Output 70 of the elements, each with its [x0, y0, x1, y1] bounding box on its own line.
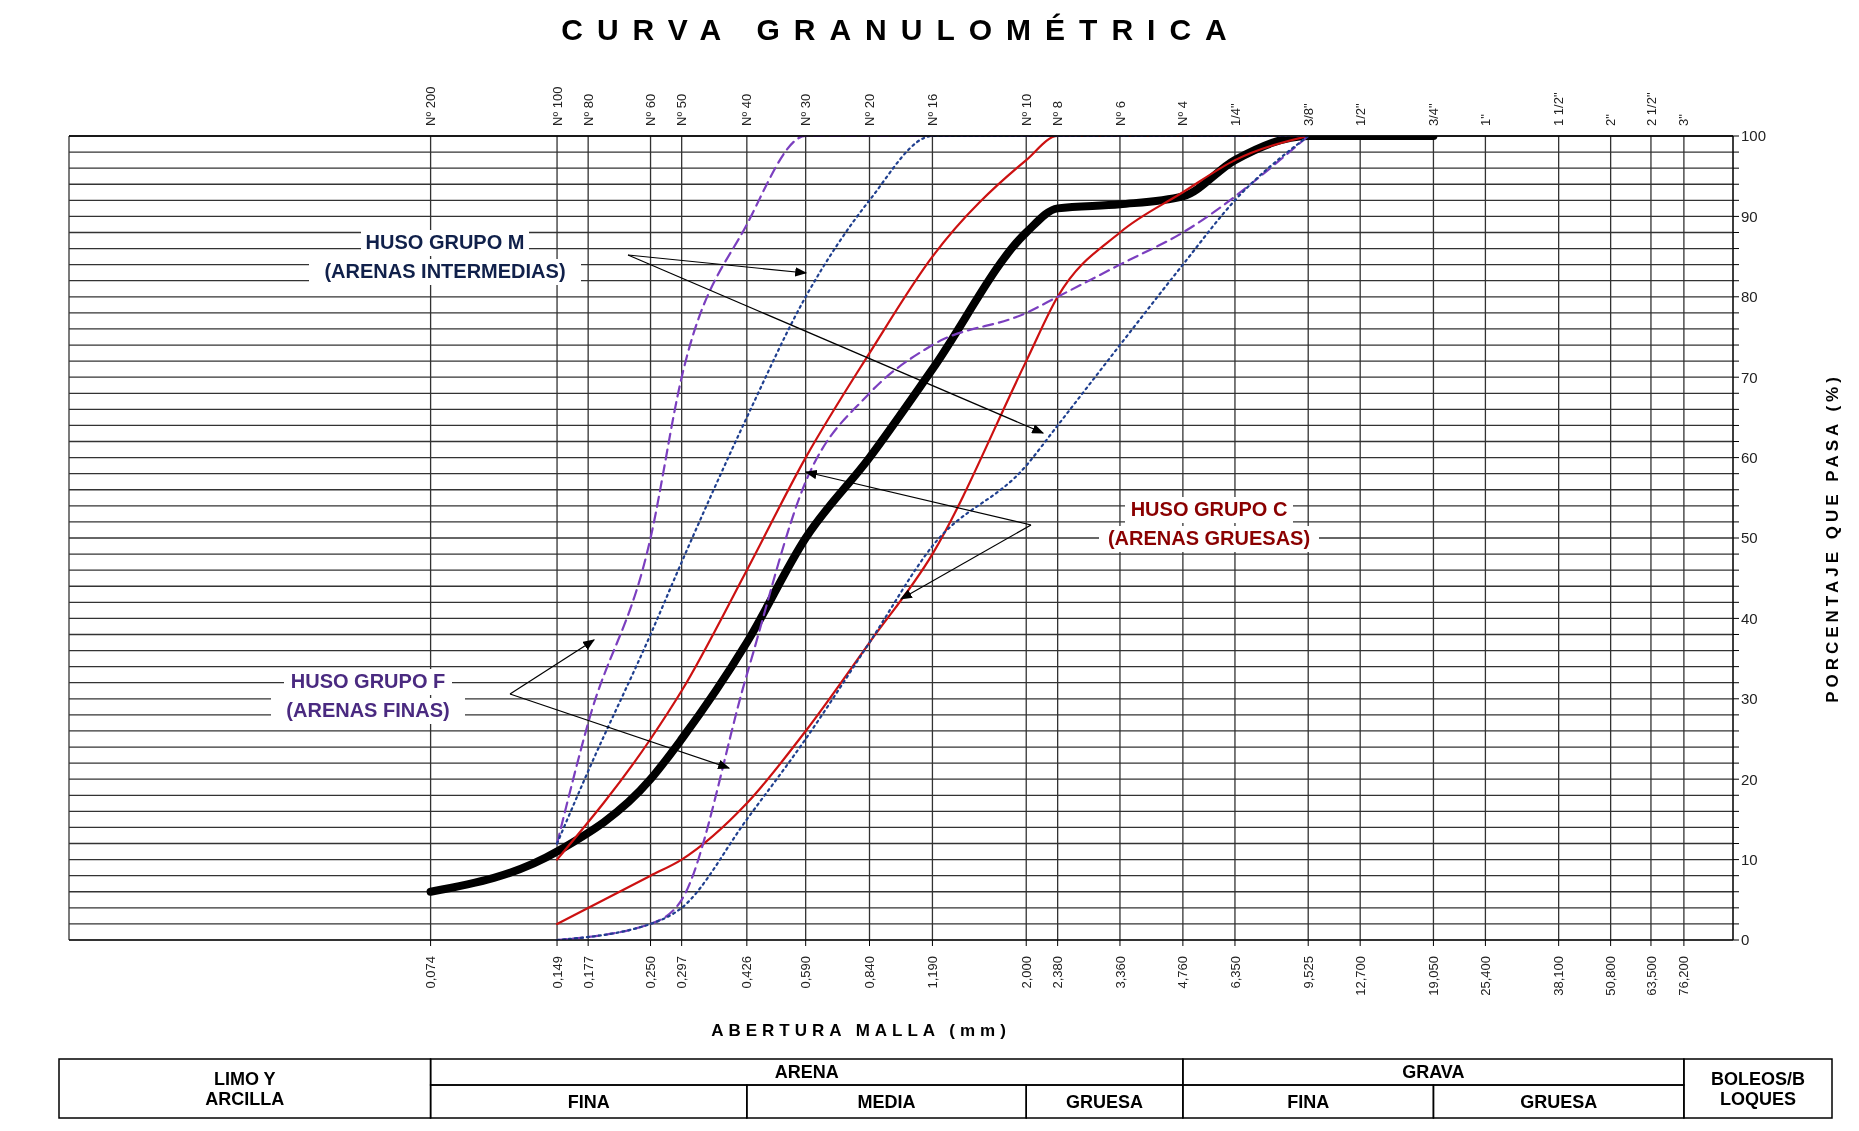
- text: Nº 16: [924, 93, 940, 126]
- x-tick-label: 1,190: [924, 956, 940, 989]
- x-tick-label: 0,074: [423, 956, 439, 989]
- text: Nº 200: [423, 86, 439, 126]
- x-tick-label: 0,250: [643, 956, 659, 989]
- x-tick-label: 0,590: [798, 956, 814, 989]
- text: LIMO Y ARCILLA: [205, 1068, 285, 1109]
- x-tick-label: 9,525: [1300, 956, 1316, 989]
- text: FINA: [1287, 1091, 1330, 1112]
- text: Nº 8: [1050, 101, 1066, 126]
- text: 2 1/2": [1643, 92, 1659, 126]
- y-tick-label: 60: [1741, 448, 1758, 466]
- text: Nº 80: [580, 93, 596, 126]
- text: 1/2": [1352, 102, 1368, 126]
- x-tick-label: 4,760: [1175, 956, 1191, 989]
- text: 1": [1477, 113, 1493, 126]
- x-tick-label: 6,350: [1227, 956, 1243, 989]
- text: 1 1/2": [1551, 92, 1567, 126]
- text: Nº 6: [1112, 101, 1128, 126]
- x-tick-label: 3,360: [1112, 956, 1128, 989]
- text: GRUESA: [1066, 1091, 1144, 1112]
- y-tick-label: 70: [1741, 368, 1758, 386]
- annotation: HUSO GRUPO C (ARENAS GRUESAS): [1107, 498, 1311, 549]
- annotation: HUSO GRUPO M (ARENAS INTERMEDIAS): [324, 231, 566, 282]
- x-tick-label: 2,380: [1050, 956, 1066, 989]
- text: Nº 100: [549, 86, 565, 126]
- x-tick-label: 0,840: [862, 956, 878, 989]
- text: 3": [1676, 113, 1692, 126]
- x-tick-label: 25,400: [1477, 956, 1493, 996]
- x-tick-label: 0,426: [739, 956, 755, 989]
- text: Nº 60: [643, 93, 659, 126]
- x-tick-label: 12,700: [1352, 956, 1368, 996]
- text: Nº 10: [1018, 93, 1034, 126]
- text: GRUESA: [1520, 1091, 1598, 1112]
- x-tick-label: 50,800: [1603, 956, 1619, 996]
- y-axis-title: PORCENTAJE QUE PASA (%): [1823, 373, 1842, 703]
- text: Nº 40: [739, 93, 755, 126]
- text: 1/4": [1227, 102, 1243, 126]
- y-tick-label: 90: [1741, 207, 1758, 225]
- text: Nº 50: [674, 93, 690, 126]
- text: 3/4": [1425, 102, 1441, 126]
- text: Nº 20: [862, 93, 878, 126]
- text: 3/8": [1300, 102, 1316, 126]
- text: MEDIA: [857, 1091, 916, 1112]
- y-tick-label: 50: [1741, 529, 1758, 547]
- text: ARENA: [774, 1062, 839, 1083]
- x-tick-label: 76,200: [1676, 956, 1692, 996]
- y-tick-label: 40: [1741, 609, 1758, 627]
- y-tick-label: 30: [1741, 690, 1758, 708]
- text: Nº 4: [1175, 101, 1191, 126]
- annotation: HUSO GRUPO F (ARENAS FINAS): [286, 670, 450, 721]
- text: 2": [1603, 113, 1619, 126]
- x-tick-label: 0,177: [580, 956, 596, 989]
- chart-title: CURVA GRANULOMÉTRICA: [561, 13, 1241, 46]
- x-tick-label: 38,100: [1551, 956, 1567, 996]
- y-tick-label: 0: [1741, 931, 1750, 949]
- text: BOLEOS/B LOQUES: [1710, 1068, 1805, 1109]
- x-tick-label: 0,149: [549, 956, 565, 989]
- text: GRAVA: [1402, 1062, 1465, 1083]
- x-tick-label: 0,297: [674, 956, 690, 989]
- y-tick-label: 20: [1741, 770, 1758, 788]
- x-tick-label: 63,500: [1643, 956, 1659, 996]
- text: FINA: [567, 1091, 610, 1112]
- y-tick-label: 80: [1741, 288, 1758, 306]
- y-tick-label: 100: [1741, 127, 1767, 145]
- text: Nº 30: [798, 93, 814, 126]
- y-tick-label: 10: [1741, 850, 1758, 868]
- x-tick-label: 19,050: [1425, 956, 1441, 996]
- x-tick-label: 2,000: [1018, 956, 1034, 989]
- x-axis-title: ABERTURA MALLA (mm): [711, 1021, 1011, 1040]
